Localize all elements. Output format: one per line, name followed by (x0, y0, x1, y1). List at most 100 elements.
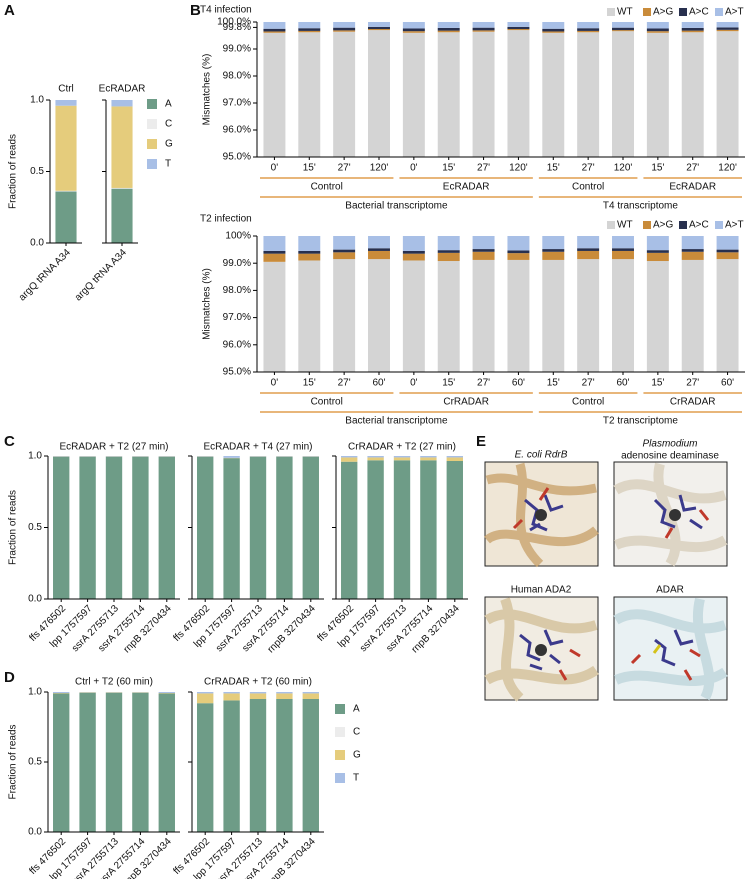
legend-swatch (679, 8, 687, 16)
bar-segment (472, 236, 495, 250)
bar-segment (111, 106, 133, 188)
bar-segment (197, 693, 214, 704)
bar-segment (612, 30, 634, 32)
bar-segment (276, 699, 293, 832)
legend-swatch (643, 221, 651, 229)
group-label: EcRADAR (443, 182, 490, 193)
group-label: T4 transcriptome (603, 201, 678, 212)
bar-segment (333, 236, 356, 250)
bar-segment (402, 260, 425, 372)
bar-segment (507, 29, 530, 31)
bar-segment (223, 692, 240, 694)
bar-segment (716, 31, 739, 157)
group-label: CrRADAR (670, 397, 716, 408)
x-tick-label: rnpB 3270434 (122, 603, 175, 656)
bar-segment (55, 191, 77, 243)
bar-segment (197, 703, 214, 832)
bar-segment (472, 259, 495, 372)
structure-title: adenosine deaminase (621, 451, 719, 462)
bar-segment (472, 27, 495, 31)
legend-label: C (353, 727, 360, 738)
legend-swatch (147, 159, 157, 169)
bar-segment (298, 32, 321, 158)
group-label: Control (311, 397, 343, 408)
legend-label: T (353, 773, 359, 784)
bar-segment (402, 32, 425, 157)
bar-segment (302, 699, 319, 832)
bar-chart: T2 infection Mismatches (%) 95.0% 96.0% 97.0… (200, 214, 745, 427)
legend-label: A>G (653, 7, 674, 18)
y-tick-label: 99.0% (223, 44, 251, 55)
bar-segment (367, 457, 384, 461)
bar-segment (298, 253, 321, 261)
bar-segment (368, 248, 390, 251)
legend-swatch (715, 8, 723, 16)
bar-segment (368, 250, 390, 260)
bar-segment (393, 457, 411, 461)
y-tick-label: 100.0% (217, 17, 251, 28)
legend-label: A>C (689, 220, 709, 231)
structure-image (484, 461, 599, 568)
bar-chart: Ctrl Fraction of reads 0.0 0.5 1.0 argQ tRNA … (8, 84, 82, 303)
structure-title: Plasmodium (642, 439, 697, 450)
legend-swatch (643, 8, 651, 16)
bar-segment (420, 460, 437, 599)
bar-segment (298, 250, 321, 254)
structure-image (613, 596, 728, 701)
structure-image (613, 461, 728, 567)
bar-segment (333, 30, 356, 32)
bar-segment (716, 29, 739, 32)
bar-segment (333, 31, 356, 157)
bar-segment (507, 30, 530, 158)
bar-segment (263, 22, 286, 29)
bar-segment (472, 22, 495, 28)
bar-chart: Ctrl + T2 (60 min) Fraction of reads 0.0 0.… (8, 677, 180, 879)
y-tick-label: 1.0 (28, 451, 42, 462)
bar-segment (393, 460, 411, 599)
bar-segment (472, 30, 495, 32)
legend-label: A>T (725, 7, 744, 18)
x-tick-label: 120' (614, 163, 633, 174)
y-axis-label: Fraction of reads (8, 490, 19, 565)
bar-segment (542, 249, 565, 252)
chart-title: EcRADAR + T4 (27 min) (203, 442, 312, 453)
y-tick-label: 97.0% (223, 312, 251, 323)
bar-segment (263, 261, 286, 372)
y-axis-label: Mismatches (%) (202, 54, 213, 126)
bar-segment (341, 456, 358, 458)
y-tick-label: 98.0% (223, 285, 251, 296)
bar-segment (646, 250, 669, 253)
legend-label: A>G (653, 220, 674, 231)
bar-segment (437, 30, 460, 33)
bar-segment (298, 22, 321, 29)
y-axis-label: Mismatches (%) (202, 268, 213, 340)
y-tick-label: 0.0 (28, 827, 42, 838)
bar-segment (79, 692, 96, 832)
bar-segment (368, 236, 390, 249)
bar-segment (132, 456, 149, 599)
bar-segment (507, 236, 530, 251)
panel-label: E (476, 433, 486, 450)
x-tick-label: 27' (582, 378, 595, 389)
bar-segment (333, 252, 356, 260)
bar-segment (716, 27, 739, 30)
y-tick-label: 0.5 (30, 166, 44, 177)
y-tick-label: 99.0% (223, 258, 251, 269)
x-tick-label: 0' (271, 378, 279, 389)
y-tick-label: 95.0% (223, 152, 251, 163)
x-tick-label: 15' (547, 163, 560, 174)
x-tick-label: rnpB 3270434 (266, 603, 319, 656)
bar-segment (437, 27, 460, 31)
bar-segment (263, 31, 286, 33)
legend-swatch (679, 221, 687, 229)
x-tick-label: 0' (410, 378, 418, 389)
bar-segment (368, 29, 390, 31)
y-tick-label: 99.8% (223, 22, 251, 33)
legend-label: WT (617, 220, 633, 231)
bar-segment (577, 236, 600, 249)
bar-segment (333, 27, 356, 31)
bar-segment (542, 28, 565, 32)
x-tick-label: 27' (477, 163, 490, 174)
bar-segment (646, 261, 669, 372)
